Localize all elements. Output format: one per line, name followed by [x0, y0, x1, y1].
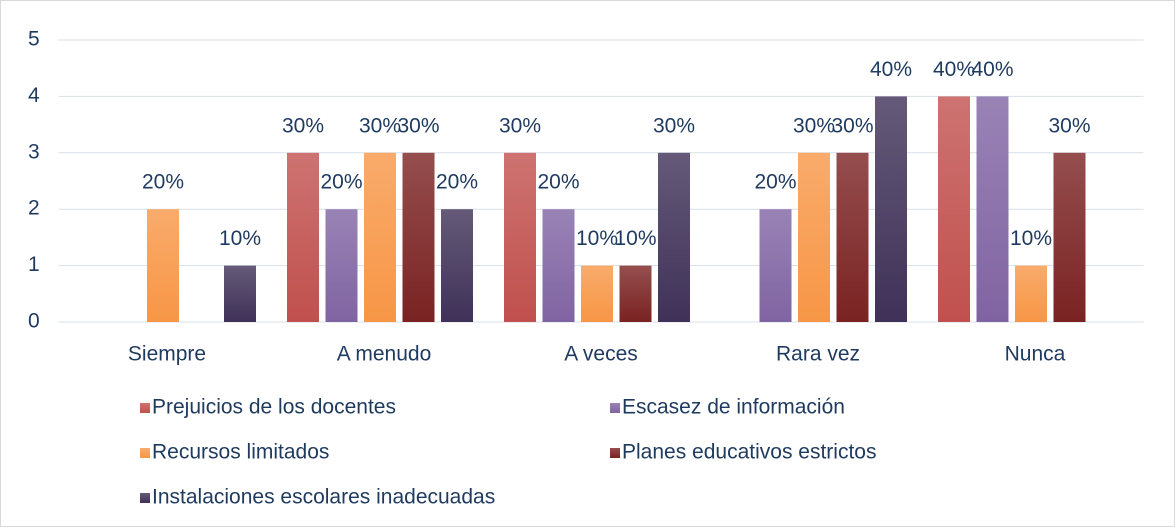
- value-label: 30%: [499, 114, 541, 137]
- value-label: 40%: [933, 58, 975, 81]
- value-label: 20%: [142, 171, 184, 194]
- bar: [402, 152, 435, 322]
- value-label: 30%: [831, 114, 873, 137]
- value-label: 30%: [1048, 114, 1090, 137]
- bar: [542, 209, 575, 322]
- value-label: 20%: [436, 171, 478, 194]
- value-label: 30%: [793, 114, 835, 137]
- value-label: 30%: [282, 114, 324, 137]
- bar: [581, 265, 613, 322]
- bar: [619, 265, 652, 322]
- y-tick-label: 5: [28, 28, 40, 51]
- bar: [147, 209, 179, 322]
- bar: [875, 96, 907, 323]
- bar: [441, 209, 473, 322]
- value-label: 40%: [870, 58, 912, 81]
- y-tick-label: 3: [28, 140, 40, 163]
- y-tick-label: 4: [28, 84, 40, 107]
- value-label: 30%: [359, 114, 401, 137]
- bar: [1053, 152, 1086, 322]
- value-label: 20%: [754, 171, 796, 194]
- legend-swatch: [610, 403, 620, 413]
- y-tick-label: 1: [28, 253, 40, 276]
- y-tick-label: 0: [28, 310, 40, 333]
- x-tick-label: Nunca: [1005, 343, 1066, 366]
- legend-label: Instalaciones escolares inadecuadas: [152, 486, 495, 509]
- bar: [658, 152, 690, 322]
- value-label: 10%: [219, 227, 261, 250]
- legend-label: Escasez de información: [622, 396, 845, 419]
- legend-swatch: [140, 403, 150, 413]
- value-label: 40%: [971, 58, 1013, 81]
- x-tick-label: Rara vez: [776, 343, 860, 366]
- value-label: 30%: [397, 114, 439, 137]
- legend-label: Planes educativos estrictos: [622, 441, 876, 464]
- x-tick-label: A veces: [564, 343, 638, 366]
- value-label: 20%: [320, 171, 362, 194]
- value-label: 20%: [537, 171, 579, 194]
- x-tick-label: Siempre: [128, 343, 206, 366]
- x-tick-label: A menudo: [337, 343, 432, 366]
- value-label: 10%: [576, 227, 618, 250]
- value-label: 10%: [614, 227, 656, 250]
- legend-swatch: [610, 448, 620, 458]
- legend-swatch: [140, 493, 150, 503]
- legend-swatch: [140, 448, 150, 458]
- bar: [287, 152, 319, 322]
- bar: [224, 265, 256, 322]
- legend-label: Prejuicios de los docentes: [152, 396, 396, 419]
- bar: [325, 209, 358, 322]
- y-tick-label: 2: [28, 197, 40, 220]
- value-label: 30%: [653, 114, 695, 137]
- bar: [798, 152, 830, 322]
- legend-label: Recursos limitados: [152, 441, 329, 464]
- bar: [976, 96, 1009, 323]
- bar: [938, 96, 970, 323]
- bar: [1015, 265, 1047, 322]
- bar: [364, 152, 396, 322]
- value-label: 10%: [1010, 227, 1052, 250]
- bar: [504, 152, 536, 322]
- bar: [759, 209, 792, 322]
- bar: [836, 152, 869, 322]
